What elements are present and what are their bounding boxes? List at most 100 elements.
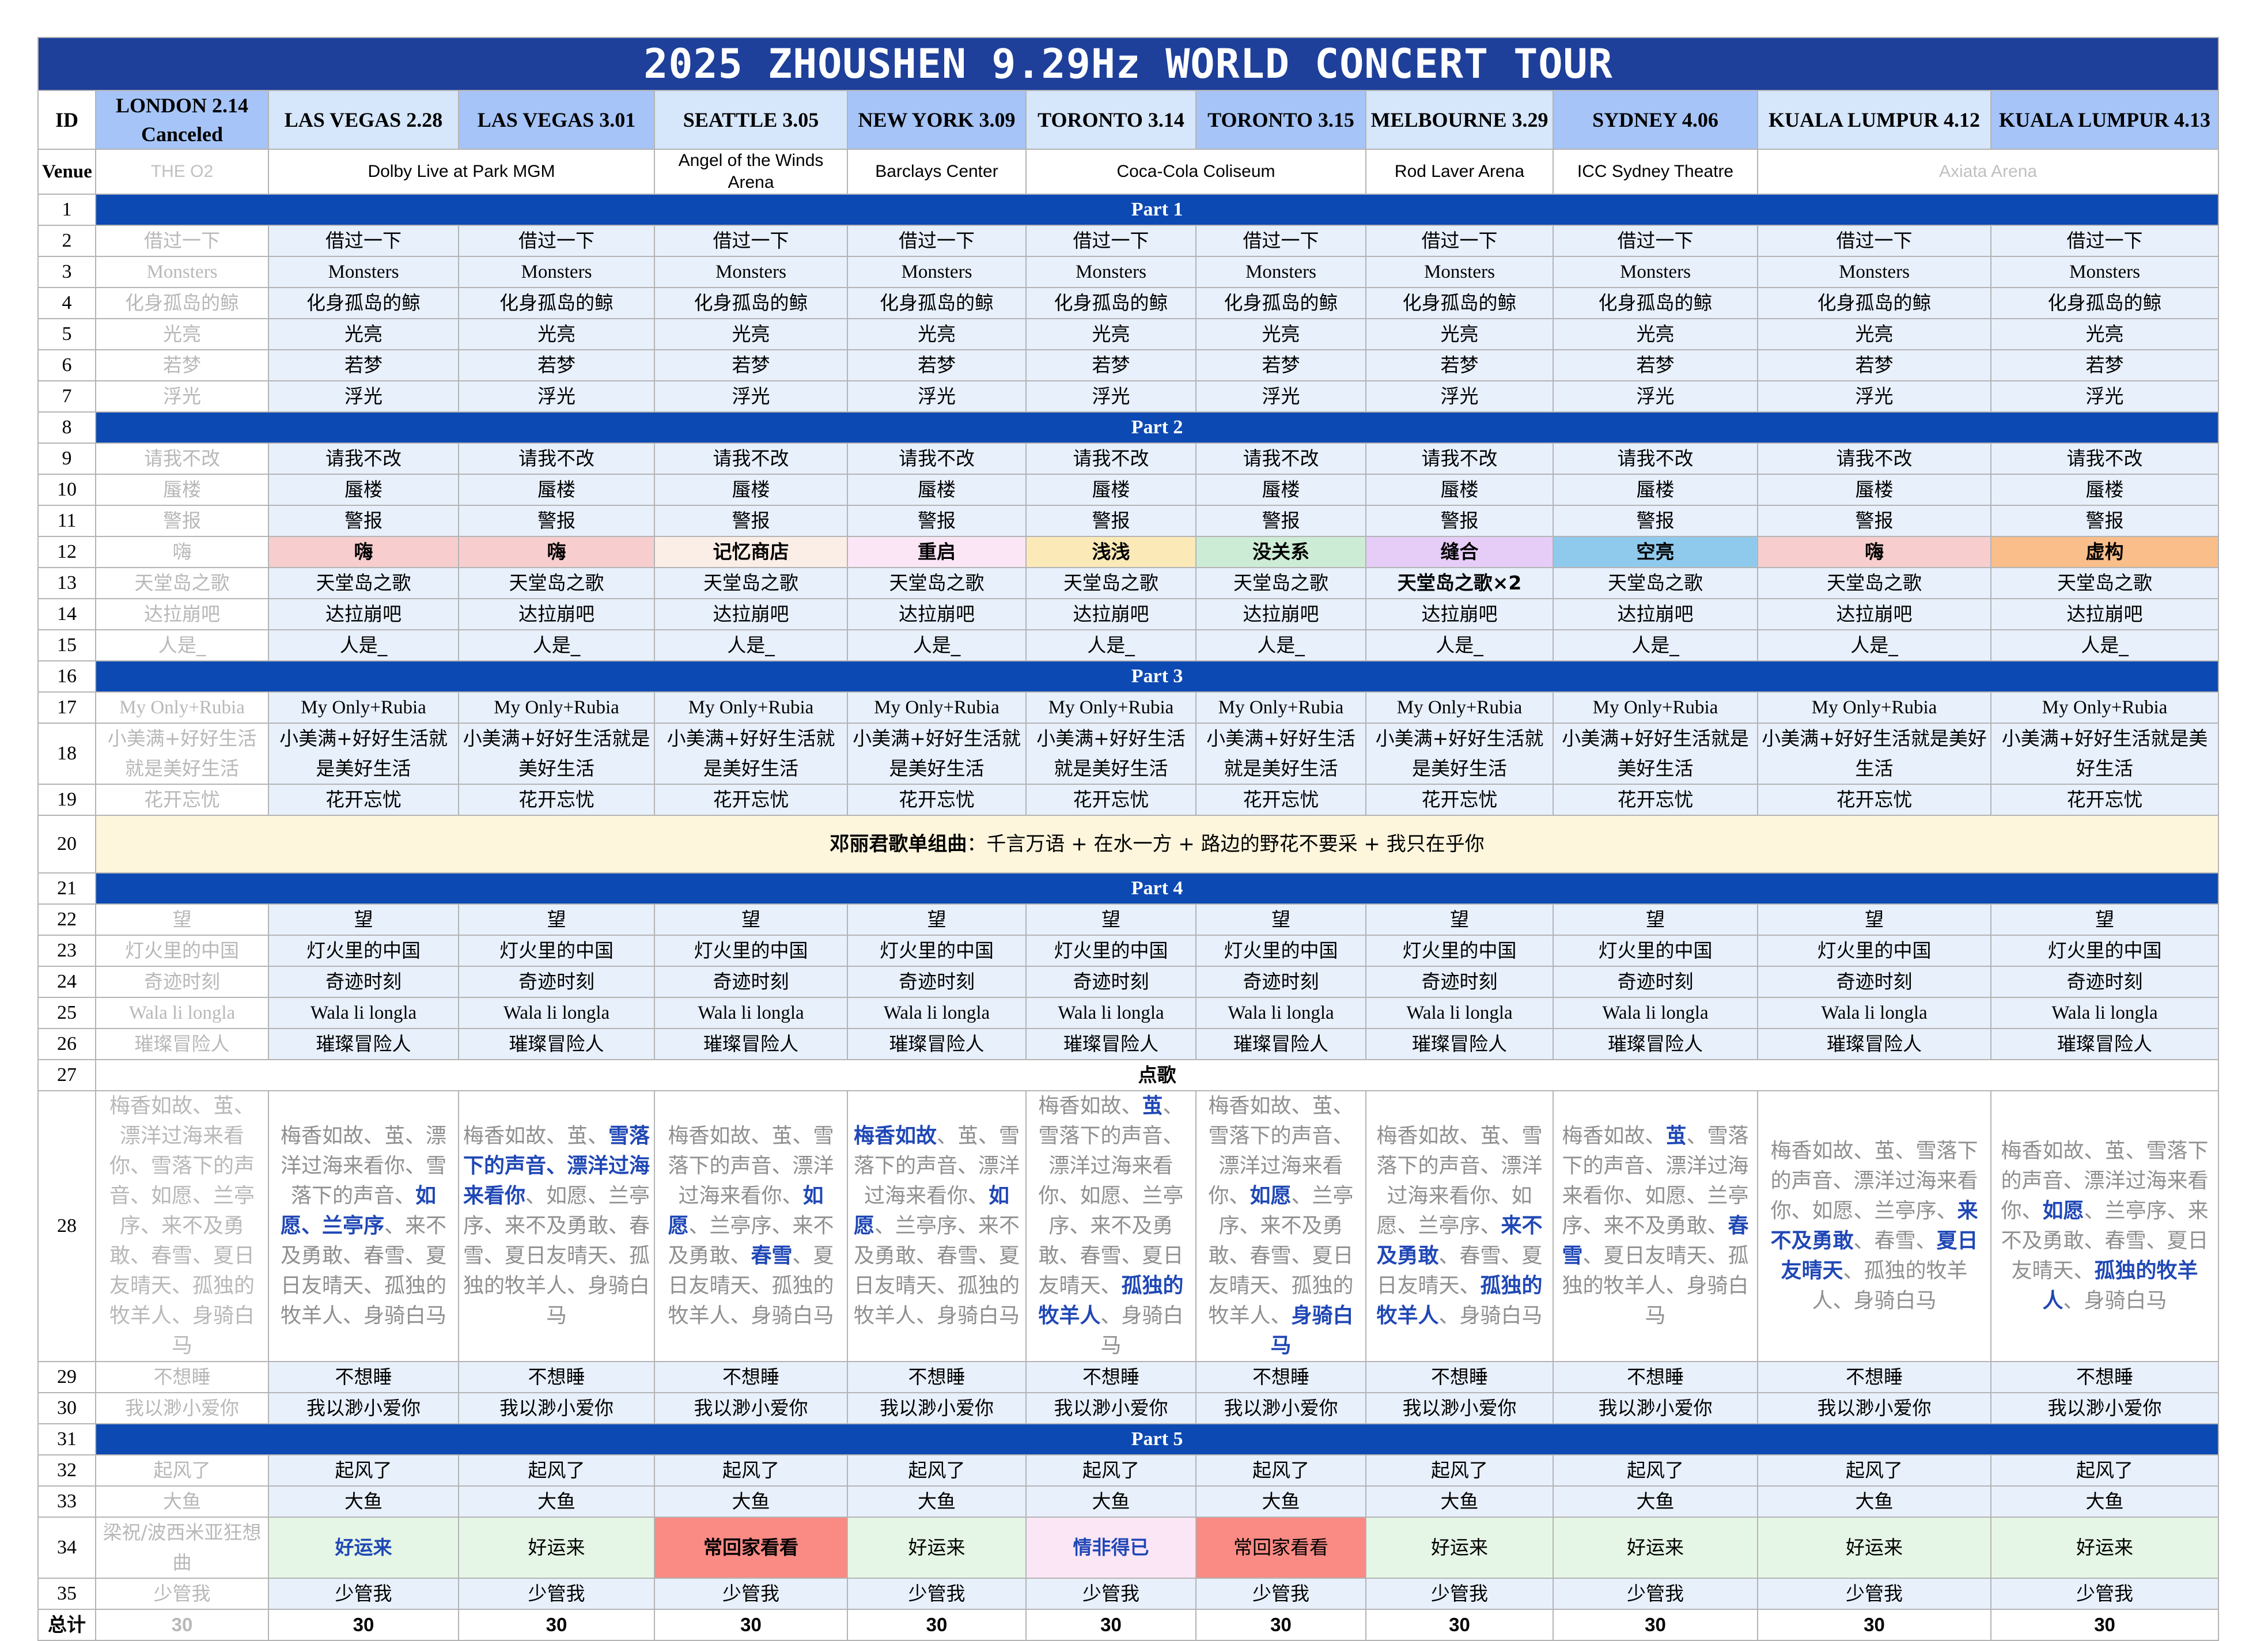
table-row: 总计 30 30 30 30 30 30 30 30 30 30 30 xyxy=(37,1609,2220,1641)
song-cell: 请我不改 xyxy=(268,443,459,475)
song-cell: Wala li longla xyxy=(654,997,848,1029)
song-cell: 璀璨冒险人 xyxy=(268,1028,459,1060)
table-row: 20 邓丽君歌单组曲：千言万语 + 在水一方 + 路边的野花不要采 + 我只在乎你 xyxy=(37,815,2220,874)
request-cell: 梅香如故、茧、雪落下的声音、漂洋过海来看你、如愿、兰亭序、来不及勇敢、春雪、夏日… xyxy=(1757,1090,1991,1362)
venue-label: Venue xyxy=(37,149,96,195)
medley-cell: 邓丽君歌单组曲：千言万语 + 在水一方 + 路边的野花不要采 + 我只在乎你 xyxy=(94,815,2220,874)
song-cell: 达拉崩吧 xyxy=(1365,598,1554,630)
part-header: Part 4 xyxy=(94,872,2220,905)
song-cell: 小美满+好好生活就是美好生活 xyxy=(1757,723,1991,785)
row-id: 28 xyxy=(37,1090,96,1362)
song-cell: Wala li longla xyxy=(1553,997,1758,1029)
request-cell: 梅香如故、茧、雪落下的声音、漂洋过海来看你、如愿、兰亭序、来不及勇敢、春雪、夏日… xyxy=(654,1090,848,1362)
song-cell: 我以渺小爱你 xyxy=(1365,1392,1554,1424)
row-id: 19 xyxy=(37,784,96,816)
song-cell: 光亮 xyxy=(1025,318,1197,350)
song-cell: 人是_ xyxy=(847,629,1027,661)
song-cell: 借过一下 xyxy=(1757,225,1991,257)
song-cell: 好运来 xyxy=(1553,1517,1758,1579)
song-cell: 化身孤岛的鲸 xyxy=(1553,287,1758,319)
song-cell: 达拉崩吧 xyxy=(1025,598,1197,630)
song-cell: 若梦 xyxy=(1990,349,2220,381)
song-cell: 璀璨冒险人 xyxy=(1025,1028,1197,1060)
song-cell: Monsters xyxy=(1757,256,1991,288)
total-canceled: 30 xyxy=(95,1609,269,1641)
song-cell: 花开忘忧 xyxy=(654,784,848,816)
song-cell: 我以渺小爱你 xyxy=(1757,1392,1991,1424)
song-cell-canceled: 奇迹时刻 xyxy=(95,966,269,998)
song-cell: 大鱼 xyxy=(268,1485,459,1518)
song-cell: 小美满+好好生活就是美好生活 xyxy=(1025,723,1197,785)
song-cell: 好运来 xyxy=(268,1517,459,1579)
request-option: 梅香如故、茧、雪落下的声音、漂洋过海来看你、如愿、兰亭序、 xyxy=(1770,1139,1978,1223)
song-cell: 望 xyxy=(1990,903,2220,936)
request-option: 、兰亭序、来不及勇敢、 xyxy=(668,1214,834,1268)
song-cell: 起风了 xyxy=(1025,1454,1197,1487)
song-cell: 人是_ xyxy=(1025,629,1197,661)
requested-song: 孤独的牧羊人 xyxy=(2042,1259,2198,1313)
song-cell: 请我不改 xyxy=(458,443,655,475)
song-cell-canceled: 少管我 xyxy=(95,1578,269,1610)
tour-title: 2025 ZHOUSHEN 9.29Hz WORLD CONCERT TOUR xyxy=(37,37,2220,91)
song-cell: 不想睡 xyxy=(1195,1361,1366,1393)
song-cell: 达拉崩吧 xyxy=(1553,598,1758,630)
table-row: 21 Part 4 xyxy=(37,872,2220,905)
song-cell: 大鱼 xyxy=(1365,1485,1554,1518)
song-cell: 光亮 xyxy=(1553,318,1758,350)
total-cell: 30 xyxy=(268,1609,459,1641)
song-cell: 浮光 xyxy=(1990,380,2220,413)
song-cell: 望 xyxy=(1365,903,1554,936)
song-cell: 天堂岛之歌 xyxy=(268,567,459,599)
row-id: 1 xyxy=(37,194,96,226)
song-cell: 灯火里的中国 xyxy=(1553,935,1758,967)
song-cell: 好运来 xyxy=(1365,1517,1554,1579)
song-cell: 若梦 xyxy=(1365,349,1554,381)
request-option: 梅香如故、茧、雪落下的声音、漂洋过海来看你、 xyxy=(668,1124,834,1208)
song-cell: 天堂岛之歌 xyxy=(847,567,1027,599)
song-cell: 请我不改 xyxy=(1025,443,1197,475)
song-cell: 警报 xyxy=(1195,505,1366,537)
song-cell: 少管我 xyxy=(1025,1578,1197,1610)
song-cell: 少管我 xyxy=(847,1578,1027,1610)
song-cell: 少管我 xyxy=(1365,1578,1554,1610)
total-cell: 30 xyxy=(1553,1609,1758,1641)
song-cell-canceled: 不想睡 xyxy=(95,1361,269,1393)
song-cell: 奇迹时刻 xyxy=(268,966,459,998)
song-cell: 起风了 xyxy=(458,1454,655,1487)
song-cell: 起风了 xyxy=(654,1454,848,1487)
song-cell: 借过一下 xyxy=(1553,225,1758,257)
song-cell: 灯火里的中国 xyxy=(847,935,1027,967)
song-cell-canceled: 璀璨冒险人 xyxy=(95,1028,269,1060)
song-cell: 起风了 xyxy=(268,1454,459,1487)
song-cell: 人是_ xyxy=(654,629,848,661)
song-cell: My Only+Rubia xyxy=(268,691,459,724)
song-cell: 蜃楼 xyxy=(1553,474,1758,506)
song-cell: 浮光 xyxy=(1553,380,1758,413)
row-id: 12 xyxy=(37,536,96,568)
song-cell: 缝合 xyxy=(1365,536,1554,568)
song-cell: 大鱼 xyxy=(1990,1485,2220,1518)
song-cell: 人是_ xyxy=(268,629,459,661)
song-cell: 望 xyxy=(1553,903,1758,936)
song-cell: 蜃楼 xyxy=(1025,474,1197,506)
request-option: 梅香如故、茧、 xyxy=(463,1124,608,1148)
song-cell-canceled: 借过一下 xyxy=(95,225,269,257)
song-cell: 璀璨冒险人 xyxy=(1365,1028,1554,1060)
request-option: 、身骑白马 xyxy=(1438,1304,1543,1328)
show-city: TORONTO 3.15 xyxy=(1207,108,1354,131)
song-cell: 若梦 xyxy=(847,349,1027,381)
row-id: 22 xyxy=(37,903,96,936)
song-cell: 蜃楼 xyxy=(458,474,655,506)
song-cell: Monsters xyxy=(1195,256,1366,288)
song-cell: 望 xyxy=(1757,903,1991,936)
song-cell: 璀璨冒险人 xyxy=(1990,1028,2220,1060)
show-city: MELBOURNE 3.29 xyxy=(1370,108,1548,131)
song-cell: Wala li longla xyxy=(847,997,1027,1029)
song-cell: 借过一下 xyxy=(1990,225,2220,257)
show-city: SYDNEY 4.06 xyxy=(1592,108,1718,131)
row-id: 6 xyxy=(37,349,96,381)
song-cell: 借过一下 xyxy=(458,225,655,257)
song-cell: 起风了 xyxy=(1553,1454,1758,1487)
table-row: 31 Part 5 xyxy=(37,1423,2220,1455)
row-id: 2 xyxy=(37,225,96,257)
